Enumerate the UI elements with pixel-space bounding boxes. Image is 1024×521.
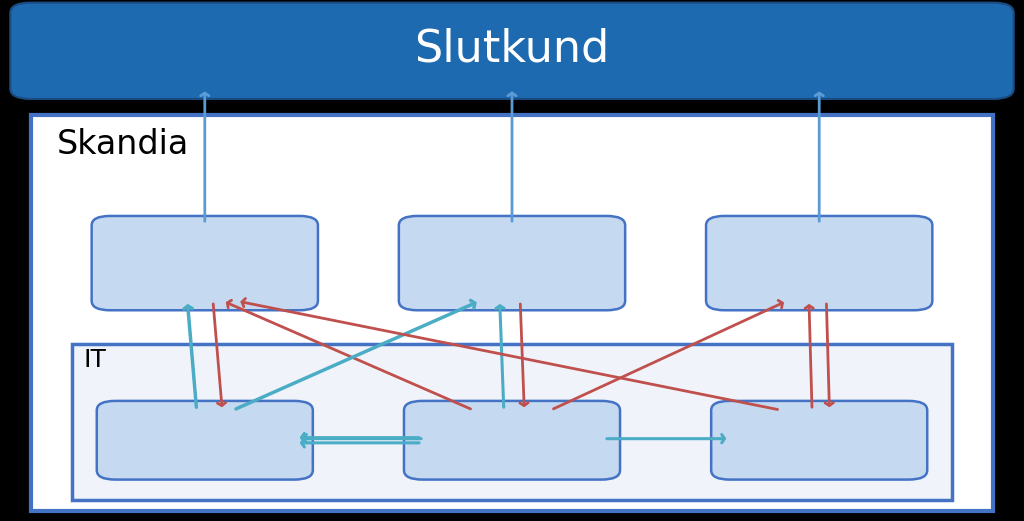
Text: SNIT: SNIT [185,431,224,449]
FancyBboxPatch shape [707,216,932,311]
FancyBboxPatch shape [31,115,993,511]
Text: Skandia
Norden: Skandia Norden [174,247,236,279]
Text: SITS: SITS [494,431,530,449]
Text: Skandia
LIV: Skandia LIV [788,247,850,279]
Text: LIV IT: LIV IT [797,431,842,449]
FancyBboxPatch shape [72,344,952,500]
FancyBboxPatch shape [97,401,313,479]
Text: Skandia: Skandia [56,128,188,160]
FancyBboxPatch shape [403,401,620,479]
FancyBboxPatch shape [398,216,625,311]
Text: Slutkund: Slutkund [415,28,609,71]
FancyBboxPatch shape [92,216,317,311]
FancyBboxPatch shape [711,401,928,479]
Text: Skandia Europa &
Latinamerika: Skandia Europa & Latinamerika [443,247,581,279]
FancyBboxPatch shape [10,3,1014,99]
Text: IT: IT [84,348,106,371]
